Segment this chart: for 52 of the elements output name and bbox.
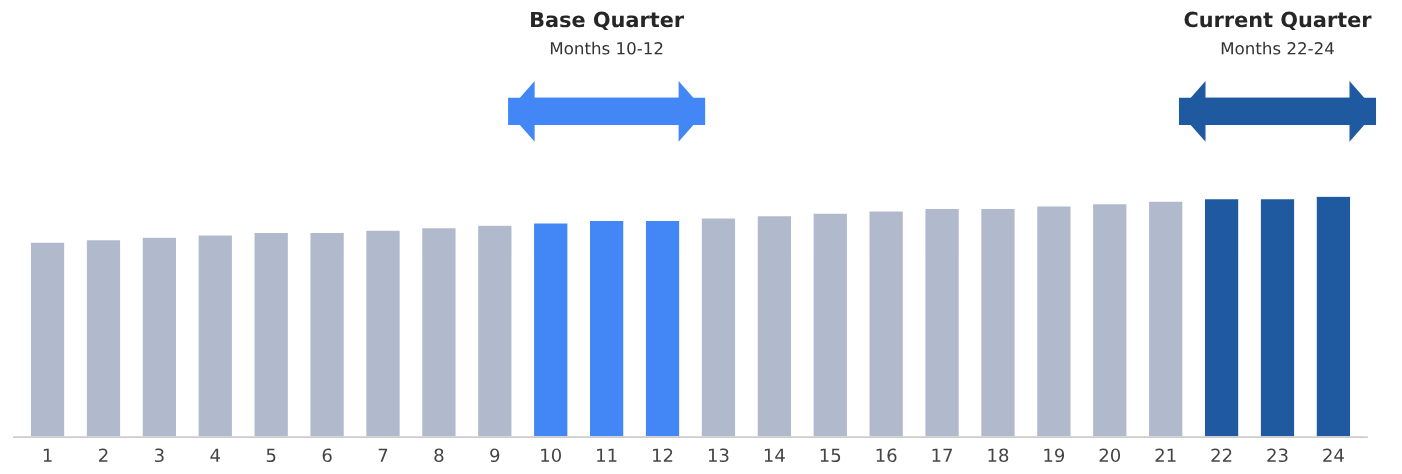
- x-tick-label: 21: [1155, 448, 1176, 462]
- text: Months 10-12: [550, 41, 663, 55]
- x-tick-label: 3: [155, 448, 164, 463]
- bar: [644, 219, 681, 438]
- bar: [1315, 196, 1352, 438]
- bar: [1147, 200, 1184, 438]
- bar: [197, 234, 234, 438]
- bar: [924, 207, 961, 438]
- text: Months 22-24: [1221, 41, 1334, 55]
- bar: [1091, 202, 1128, 438]
- bar: [1203, 197, 1240, 438]
- x-tick-label: 12: [653, 448, 673, 462]
- bar: [141, 236, 178, 438]
- text: Base Quarter: [531, 11, 685, 31]
- x-tick-label: 6: [322, 448, 332, 463]
- bar: [309, 231, 346, 438]
- x-tick-label: 4: [210, 448, 221, 462]
- bar: [1035, 205, 1072, 438]
- bar: [420, 226, 457, 438]
- x-tick-label: 24: [1323, 448, 1344, 462]
- bar: [253, 231, 290, 438]
- bar: [1259, 197, 1296, 438]
- x-tick-label: 15: [820, 448, 841, 463]
- x-tick-label: 23: [1267, 448, 1288, 463]
- bar: [700, 217, 737, 438]
- x-tick-label: 1: [43, 448, 52, 462]
- x-tick-label: 16: [876, 448, 897, 463]
- bar: [756, 214, 793, 438]
- x-tick-label: 19: [1044, 448, 1065, 463]
- x-tick-label: 10: [541, 448, 562, 463]
- bar: [868, 209, 905, 438]
- bar: [979, 207, 1016, 438]
- bar: [532, 222, 569, 438]
- x-tick-label: 17: [932, 448, 953, 462]
- x-tick-label: 2: [99, 448, 108, 462]
- x-tick-label: 11: [597, 448, 617, 462]
- bar: [29, 241, 66, 438]
- bar: [85, 238, 122, 438]
- bar: [364, 229, 402, 438]
- text: Current Quarter: [1184, 11, 1372, 31]
- x-tick-label: 7: [378, 448, 388, 462]
- x-tick-label: 5: [266, 448, 276, 463]
- bar: [812, 212, 849, 438]
- bar: [588, 219, 625, 438]
- x-tick-label: 18: [988, 448, 1009, 463]
- x-tick-label: 8: [434, 448, 444, 463]
- bar: [476, 224, 513, 438]
- x-tick-label: 20: [1099, 448, 1121, 463]
- x-tick-label: 14: [764, 448, 785, 462]
- x-tick-label: 9: [490, 448, 500, 463]
- x-tick-label: 13: [708, 448, 729, 463]
- x-tick-label: 22: [1211, 448, 1232, 462]
